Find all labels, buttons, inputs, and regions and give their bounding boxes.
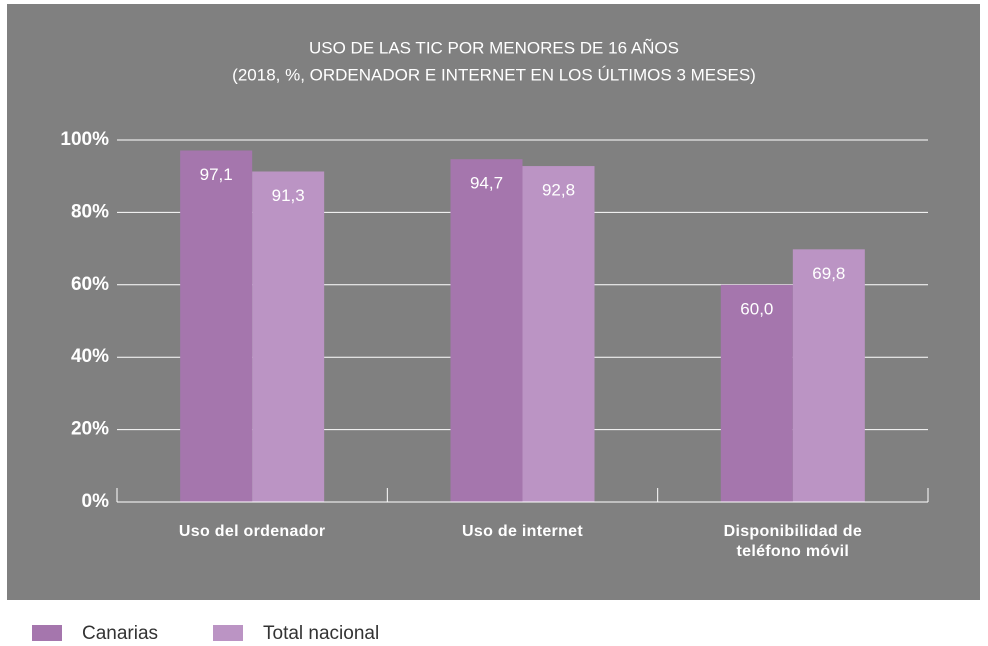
value-label: 97,1 — [200, 165, 233, 184]
value-label: 69,8 — [812, 264, 845, 283]
y-tick-label: 60% — [71, 274, 109, 295]
bar — [720, 284, 793, 502]
value-label: 94,7 — [470, 174, 503, 193]
x-tick-label: Disponibilidad de teléfono móvil — [723, 523, 863, 560]
chart-subtitle: (2018, %, ORDENADOR E INTERNET EN LOS ÚL… — [232, 65, 756, 84]
chart-title: USO DE LAS TIC POR MENORES DE 16 AÑOS — [309, 38, 679, 57]
value-label: 92,8 — [542, 181, 575, 200]
bar — [180, 150, 253, 503]
bar — [792, 249, 865, 502]
y-tick-label: 0% — [82, 491, 110, 512]
value-label: 60,0 — [740, 299, 773, 318]
legend-label: Total nacional — [263, 623, 379, 644]
y-tick-label: 40% — [71, 346, 109, 367]
legend-swatch — [213, 625, 243, 641]
x-tick-label: Uso de internet — [462, 523, 583, 540]
legend-label: Canarias — [82, 623, 158, 644]
value-label: 91,3 — [272, 186, 305, 205]
x-tick-label: Uso del ordenador — [178, 523, 326, 540]
bar — [522, 166, 595, 502]
y-tick-label: 100% — [60, 129, 109, 150]
bar — [450, 159, 523, 502]
bar — [252, 171, 325, 502]
y-tick-label: 80% — [71, 201, 109, 222]
y-tick-label: 20% — [71, 419, 109, 440]
legend-swatch — [32, 625, 62, 641]
